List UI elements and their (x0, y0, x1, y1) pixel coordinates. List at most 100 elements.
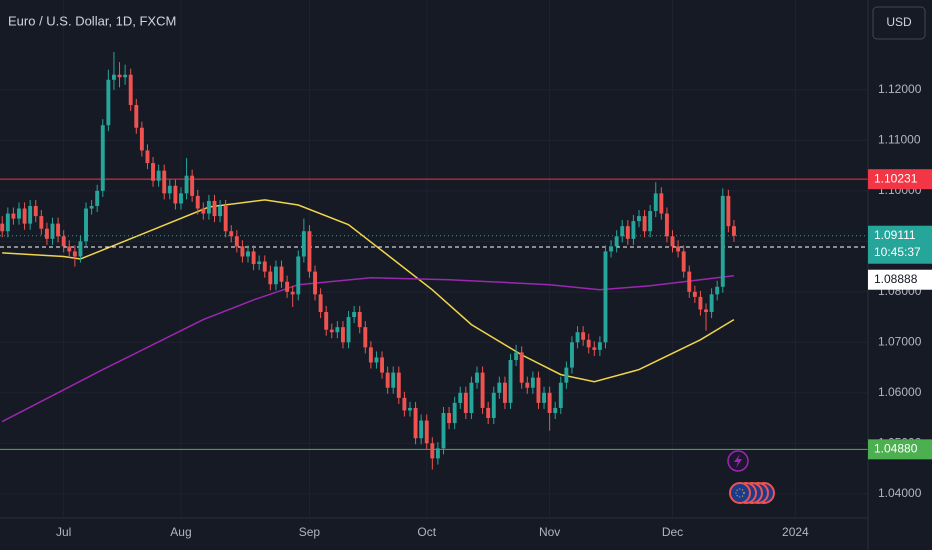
candle-body (123, 74, 128, 78)
candle-body (0, 223, 5, 232)
axes: 1.040001.050001.060001.070001.080001.090… (56, 82, 922, 539)
candle-body (558, 382, 563, 408)
candle-body (95, 190, 100, 206)
candle-body (424, 420, 429, 444)
candle-body (475, 372, 479, 383)
candle-body (190, 175, 195, 196)
candle-body (368, 347, 373, 363)
candle-body (480, 372, 485, 408)
candle-body (28, 205, 33, 224)
candle-body (128, 74, 133, 106)
x-tick-label: Sep (299, 525, 321, 539)
candle-body (542, 392, 546, 403)
candle-body (218, 205, 223, 217)
candle-body (313, 271, 317, 295)
candle-body (402, 397, 407, 411)
candle-body (251, 251, 256, 265)
candle-body (273, 266, 278, 285)
candle-body (17, 208, 21, 219)
candle-body (11, 213, 16, 219)
button-frame[interactable] (872, 6, 926, 40)
eu-stars (735, 488, 745, 498)
candle-body (223, 205, 228, 232)
candle-body (659, 193, 664, 214)
candle-body (637, 216, 641, 222)
candle-body (447, 412, 452, 424)
candle-body (502, 382, 507, 403)
candle-body (469, 382, 474, 413)
candle-body (413, 407, 418, 439)
candle-body (268, 271, 273, 285)
candle-body (39, 216, 44, 229)
x-tick-label: Aug (170, 525, 191, 539)
plot-area (0, 52, 868, 470)
candle-body (246, 251, 250, 257)
candle-body (72, 251, 77, 257)
candle-body (380, 357, 385, 373)
candle-body (363, 327, 368, 348)
candle-body (676, 246, 681, 252)
candle-body (56, 223, 61, 237)
candle-body (419, 420, 424, 439)
candle-body (592, 347, 597, 350)
candle-body (687, 271, 692, 292)
y-tick-label: 1.07000 (878, 334, 922, 348)
y-tick-label: 1.12000 (878, 82, 922, 96)
candle-body (89, 205, 94, 209)
candle-body (301, 231, 306, 257)
candle-body (167, 185, 172, 194)
countdown-label: 10:45:37 (874, 245, 921, 259)
candle-body (352, 312, 357, 318)
candle-body (704, 309, 708, 313)
last-price-box (868, 225, 932, 264)
candle-body (307, 231, 312, 272)
candle-body (100, 125, 105, 191)
currency-label[interactable]: USD (886, 15, 912, 29)
event-flag[interactable] (729, 482, 751, 504)
line-price-label: 1.10231 (874, 171, 918, 185)
event-icons[interactable] (727, 450, 775, 504)
x-tick-label: Jul (56, 525, 71, 539)
candle-body (642, 216, 647, 232)
line-price-label-box (868, 269, 932, 290)
candle-body (145, 150, 150, 164)
candle-body (491, 392, 496, 419)
candle-body (698, 296, 703, 310)
candle-body (458, 392, 463, 403)
candle-body (614, 236, 619, 247)
candle-body (50, 223, 55, 239)
line-price-label: 1.08888 (874, 272, 918, 286)
candle-body (564, 367, 569, 383)
candle-body (525, 382, 530, 388)
candle-body (341, 327, 345, 343)
candle-body (111, 74, 116, 80)
candle-body (597, 342, 602, 350)
candle-body (575, 332, 580, 343)
candle-body (156, 170, 161, 181)
candle-body (692, 291, 697, 297)
candle-body (318, 294, 323, 313)
candle-body (44, 228, 49, 239)
candle-body (620, 226, 625, 237)
candle-body (581, 332, 586, 340)
candle-body (262, 261, 267, 272)
candle-body (508, 359, 513, 403)
candle-body (173, 185, 178, 204)
candle-body (22, 208, 27, 224)
candle-body (139, 127, 144, 151)
currency-button[interactable]: USD (872, 6, 926, 40)
candle-body (61, 236, 66, 247)
candle-body (5, 213, 10, 232)
candle-body (290, 291, 295, 295)
moving-average (2, 199, 735, 383)
x-tick-label: Nov (539, 525, 560, 539)
candle-body (530, 377, 535, 388)
candle-body (726, 195, 731, 227)
candle-body (67, 246, 72, 252)
candle-body (648, 211, 653, 232)
candle-body (709, 294, 714, 313)
y-tick-label: 1.11000 (878, 133, 921, 147)
candle-body (374, 357, 379, 363)
